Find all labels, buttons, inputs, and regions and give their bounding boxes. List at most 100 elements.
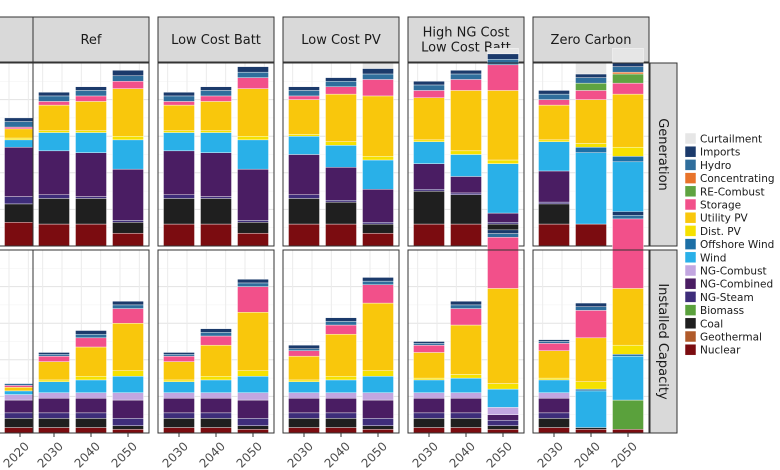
bar-segment-nuclear bbox=[163, 427, 195, 434]
bar-segment-storage bbox=[200, 95, 232, 102]
strip-background bbox=[0, 16, 39, 63]
x-tick-label: 2030 bbox=[410, 439, 441, 470]
bar-2050 bbox=[362, 62, 394, 247]
bar-segment-imports bbox=[38, 352, 70, 355]
bar-segment-coal bbox=[4, 418, 36, 428]
bar-segment-imports bbox=[237, 66, 269, 73]
bar-segment-wind bbox=[575, 390, 607, 428]
bar-segment-ng-combined bbox=[538, 170, 570, 203]
bar-segment-ng-combined bbox=[200, 152, 232, 197]
bar-2040 bbox=[75, 330, 107, 434]
legend-entry-offshore-wind: Offshore Wind bbox=[684, 238, 774, 251]
bar-segment-ng-combined bbox=[288, 398, 320, 414]
bar-2030 bbox=[288, 86, 320, 247]
bar-segment-coal bbox=[538, 418, 570, 428]
bar-segment-ng-combined bbox=[325, 398, 357, 414]
bar-segment-utility-pv bbox=[487, 90, 519, 161]
bar-segment-utility-pv bbox=[38, 361, 70, 381]
x-tick-label: 2040 bbox=[72, 439, 103, 470]
bar-segment-hydro bbox=[450, 304, 482, 309]
legend-entry-storage: Storage bbox=[684, 198, 741, 212]
panel-installed-capacity-low-cost-batt bbox=[157, 249, 275, 434]
x-tick-label: 2030 bbox=[285, 439, 316, 470]
bar-segment-coal bbox=[38, 198, 70, 225]
bar-segment-dist-pv bbox=[237, 135, 269, 141]
bar-segment-dist-pv bbox=[575, 143, 607, 148]
bar-segment-imports bbox=[538, 90, 570, 95]
bar-2030 bbox=[38, 352, 70, 434]
bar-segment-dist-pv bbox=[538, 377, 570, 381]
bar-segment-storage bbox=[575, 310, 607, 339]
bar-segment-utility-pv bbox=[4, 387, 36, 392]
bar-2040 bbox=[575, 62, 607, 247]
bar-segment-wind bbox=[163, 132, 195, 152]
bar-segment-storage bbox=[538, 343, 570, 351]
bar-2050 bbox=[112, 70, 144, 247]
bar-segment-wind bbox=[413, 141, 445, 164]
bar-segment-ng-combust bbox=[75, 392, 107, 399]
bar-2040 bbox=[450, 301, 482, 434]
bar-segment-wind bbox=[4, 390, 36, 395]
bar-segment-wind bbox=[200, 379, 232, 393]
x-tick-label: 2050 bbox=[109, 439, 140, 470]
legend-label: Storage bbox=[700, 200, 741, 212]
bar-segment-utility-pv bbox=[237, 312, 269, 371]
bar-segment-imports bbox=[112, 70, 144, 77]
x-tick-label: 2050 bbox=[234, 439, 265, 470]
x-tick-label: 2030 bbox=[160, 439, 191, 470]
bar-segment-ng-combined bbox=[75, 152, 107, 197]
bar-segment-utility-pv bbox=[163, 104, 195, 131]
bar-segment-nuclear bbox=[200, 223, 232, 247]
bar-segment-ng-combust bbox=[4, 394, 36, 401]
bar-2030 bbox=[163, 352, 195, 434]
bar-segment-utility-pv bbox=[237, 88, 269, 137]
strip-ref: Ref bbox=[32, 16, 150, 63]
bar-segment-hydro bbox=[538, 341, 570, 344]
legend-entry-biomass: Biomass bbox=[684, 304, 744, 317]
bar-segment-utility-pv bbox=[450, 324, 482, 375]
legend-entry-ng-steam: NG-Steam bbox=[684, 291, 754, 304]
bar-segment-nuclear bbox=[200, 427, 232, 434]
bar-segment-imports bbox=[75, 86, 107, 91]
bar-segment-ng-steam bbox=[163, 412, 195, 419]
bar-segment-ng-steam bbox=[325, 412, 357, 419]
bar-segment-utility-pv bbox=[38, 104, 70, 131]
strip-background bbox=[32, 16, 150, 63]
bar-segment-utility-pv bbox=[325, 333, 357, 377]
bar-segment-hydro bbox=[612, 66, 644, 73]
bar-segment-ng-combined bbox=[325, 167, 357, 201]
bar-segment-hydro bbox=[325, 321, 357, 326]
bar-segment-nuclear bbox=[325, 223, 357, 247]
bar-segment-ng-steam bbox=[538, 412, 570, 419]
bar-segment-dist-pv bbox=[413, 139, 445, 142]
bar-segment-wind bbox=[575, 152, 607, 225]
bar-segment-nuclear bbox=[38, 223, 70, 247]
bar-segment-storage bbox=[75, 95, 107, 102]
bar-2050 bbox=[612, 211, 644, 434]
bar-segment-dist-pv bbox=[75, 376, 107, 381]
bar-segment-ng-combust bbox=[112, 392, 144, 401]
bar-segment-wind bbox=[288, 135, 320, 155]
bar-2040 bbox=[325, 317, 357, 434]
bar-segment-utility-pv bbox=[362, 95, 394, 157]
bar-segment-nuclear bbox=[450, 427, 482, 434]
bar-segment-nuclear bbox=[237, 429, 269, 434]
bar-segment-dist-pv bbox=[413, 377, 445, 381]
bar-segment-dist-pv bbox=[325, 141, 357, 146]
bar-segment-storage bbox=[163, 101, 195, 106]
bar-segment-dist-pv bbox=[75, 130, 107, 133]
bar-segment-imports bbox=[413, 341, 445, 344]
bar-segment-hydro bbox=[538, 93, 570, 100]
bar-segment-storage bbox=[450, 308, 482, 326]
bar-segment-coal bbox=[288, 198, 320, 225]
panel-generation-low-cost-pv bbox=[282, 62, 400, 247]
bar-segment-hydro bbox=[362, 73, 394, 80]
bar-segment-ng-combined bbox=[450, 176, 482, 194]
bar-2040 bbox=[200, 86, 232, 247]
bar-segment-ng-combust bbox=[538, 392, 570, 399]
legend-swatch bbox=[684, 251, 697, 264]
panel-installed-capacity-high-ng-cost-low-cost-batt bbox=[407, 229, 525, 434]
bar-segment-wind bbox=[487, 163, 519, 214]
bar-segment-dist-pv bbox=[163, 130, 195, 133]
bar-segment-ng-combined bbox=[362, 189, 394, 223]
